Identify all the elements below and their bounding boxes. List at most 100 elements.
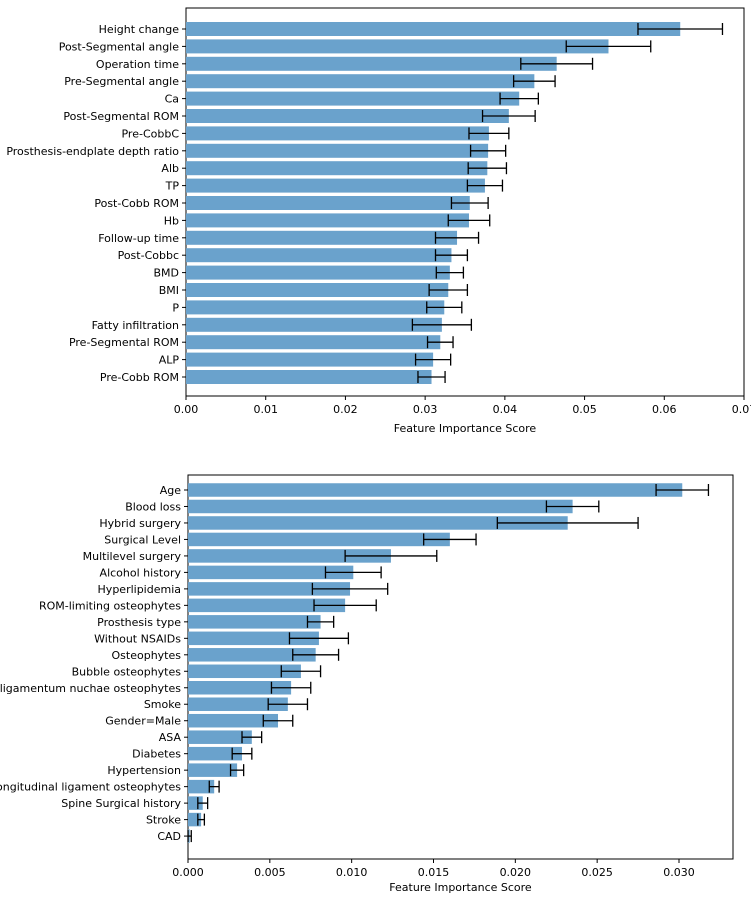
category-label: Post-Cobb ROM bbox=[94, 197, 179, 210]
bar bbox=[188, 779, 215, 794]
bar bbox=[186, 178, 485, 193]
category-label: Pre-Cobb ROM bbox=[100, 371, 179, 384]
x-tick-label: 0.03 bbox=[413, 403, 438, 416]
error-bar bbox=[229, 764, 245, 777]
x-tick-label: 0.020 bbox=[500, 866, 532, 879]
category-label: Multilevel surgery bbox=[83, 550, 182, 563]
error-bar bbox=[469, 144, 507, 157]
error-bar bbox=[417, 371, 446, 383]
category-label: Hyperlipidemia bbox=[98, 583, 181, 596]
error-bar bbox=[423, 533, 477, 546]
x-tick-label: 0.015 bbox=[418, 866, 450, 879]
x-axis-title: Feature Importance Score bbox=[394, 422, 537, 435]
category-label: Osteophytes bbox=[112, 649, 182, 662]
error-bar bbox=[292, 648, 340, 661]
category-label: Pre-Segmental angle bbox=[64, 75, 179, 88]
category-label: longitudinal ligament osteophytes bbox=[0, 781, 181, 794]
x-tick-label: 0.00 bbox=[174, 403, 199, 416]
bar bbox=[186, 196, 470, 210]
error-bar bbox=[197, 813, 206, 826]
category-label: ALP bbox=[159, 354, 180, 367]
category-label: Hb bbox=[164, 214, 179, 227]
category-label: Gender=Male bbox=[105, 715, 181, 728]
bar bbox=[188, 483, 683, 497]
error-bar bbox=[426, 336, 454, 349]
bar bbox=[188, 598, 346, 613]
bar bbox=[186, 370, 432, 384]
error-bar bbox=[450, 197, 489, 209]
bar bbox=[188, 549, 391, 563]
error-bar bbox=[231, 747, 253, 760]
category-label: Alb bbox=[161, 162, 179, 175]
category-label: ASA bbox=[159, 731, 182, 744]
category-label: Surgical Level bbox=[104, 533, 181, 546]
error-bar bbox=[267, 698, 309, 711]
bar bbox=[188, 664, 301, 679]
bar bbox=[188, 746, 243, 761]
bar bbox=[186, 161, 488, 176]
category-label: Prosthesis type bbox=[97, 616, 181, 629]
error-bar bbox=[241, 731, 263, 744]
error-bar bbox=[565, 40, 652, 53]
x-tick-label: 0.07 bbox=[732, 403, 751, 416]
error-bar bbox=[344, 549, 438, 562]
category-label: TP bbox=[165, 180, 180, 193]
x-tick-label: 0.005 bbox=[254, 866, 286, 879]
category-label: Follow-up time bbox=[98, 232, 179, 245]
bar bbox=[188, 796, 203, 810]
bar bbox=[188, 516, 568, 530]
bar bbox=[188, 565, 354, 580]
category-label: Height change bbox=[99, 23, 180, 36]
bar bbox=[186, 22, 681, 36]
category-label: Pre-Segmental ROM bbox=[69, 336, 179, 349]
error-bar bbox=[280, 665, 322, 678]
error-bar bbox=[520, 57, 594, 70]
bar bbox=[188, 631, 319, 646]
category-label: P bbox=[172, 301, 179, 314]
x-tick-label: 0.02 bbox=[333, 403, 358, 416]
bar bbox=[186, 91, 520, 106]
category-label: Operation time bbox=[96, 58, 179, 71]
error-bar bbox=[414, 353, 452, 366]
error-bar bbox=[466, 179, 504, 192]
bar bbox=[186, 109, 509, 123]
category-label: Bubble osteophytes bbox=[72, 665, 182, 678]
error-bar bbox=[288, 632, 350, 645]
error-bar bbox=[435, 266, 465, 279]
category-label: Prosthesis-endplate depth ratio bbox=[6, 145, 179, 158]
bar bbox=[186, 265, 450, 280]
category-label: Hybrid surgery bbox=[99, 517, 181, 530]
bar bbox=[186, 283, 449, 297]
bar bbox=[186, 126, 489, 141]
error-bar bbox=[411, 318, 473, 331]
bar bbox=[188, 681, 292, 695]
category-label: Post-Segmental ROM bbox=[63, 110, 179, 123]
bottom-chart: Age Blood loss Hybrid surgery Surgical Leve… bbox=[0, 474, 734, 894]
error-bar bbox=[499, 92, 539, 105]
category-label: Diabetes bbox=[132, 748, 181, 761]
error-bar bbox=[481, 110, 536, 122]
top-chart: Height change Post-Segmental angle Operati… bbox=[6, 7, 751, 435]
category-label: Smoke bbox=[144, 698, 181, 711]
category-label: Alcohol history bbox=[100, 566, 182, 579]
category-label: Stroke bbox=[146, 814, 181, 827]
error-bar bbox=[324, 566, 382, 579]
error-bar bbox=[270, 681, 312, 694]
category-label: Blood loss bbox=[125, 500, 181, 513]
bar bbox=[188, 697, 288, 711]
x-axis-title: Feature Importance Score bbox=[389, 881, 532, 894]
bar bbox=[188, 532, 450, 547]
category-label: Post-Cobbc bbox=[118, 249, 179, 262]
error-bar bbox=[306, 615, 335, 628]
x-tick-label: 0.05 bbox=[572, 403, 597, 416]
bar bbox=[188, 499, 573, 514]
category-label: CAD bbox=[157, 830, 181, 843]
bar bbox=[186, 230, 458, 245]
bar bbox=[188, 730, 252, 744]
error-bar bbox=[434, 231, 480, 244]
category-label: Without NSAIDs bbox=[94, 632, 181, 645]
error-bar bbox=[197, 797, 209, 810]
category-label: Fatty infiltration bbox=[92, 319, 179, 332]
error-bar bbox=[426, 301, 463, 314]
